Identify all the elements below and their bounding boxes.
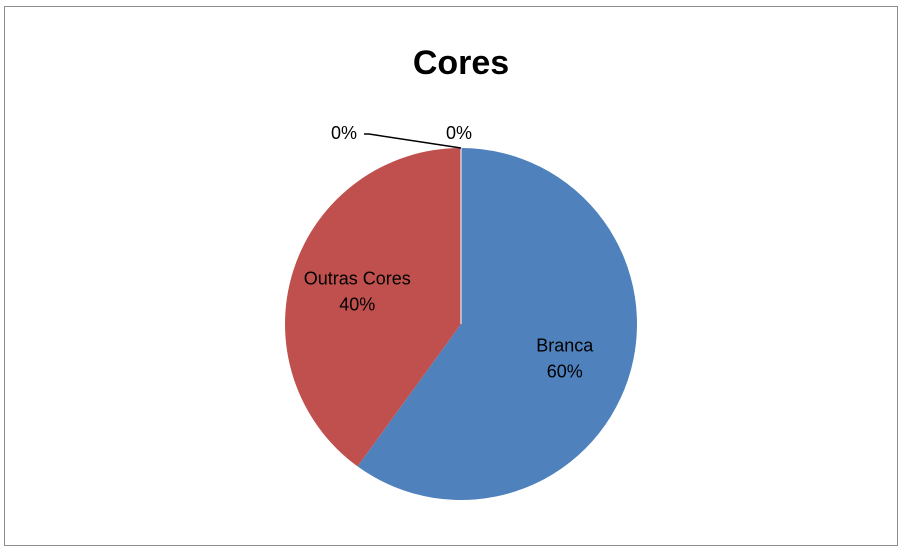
pie-slice-branca — [357, 148, 637, 500]
pie-slice-outras-cores — [285, 148, 461, 467]
chart-title: Cores — [413, 44, 509, 82]
leader-line — [364, 133, 462, 149]
data-label: Branca 60% — [536, 336, 594, 382]
data-label: Outras Cores 40% — [304, 268, 411, 314]
data-label-zero: 0% — [331, 123, 357, 143]
data-label-zero: 0% — [446, 123, 472, 143]
